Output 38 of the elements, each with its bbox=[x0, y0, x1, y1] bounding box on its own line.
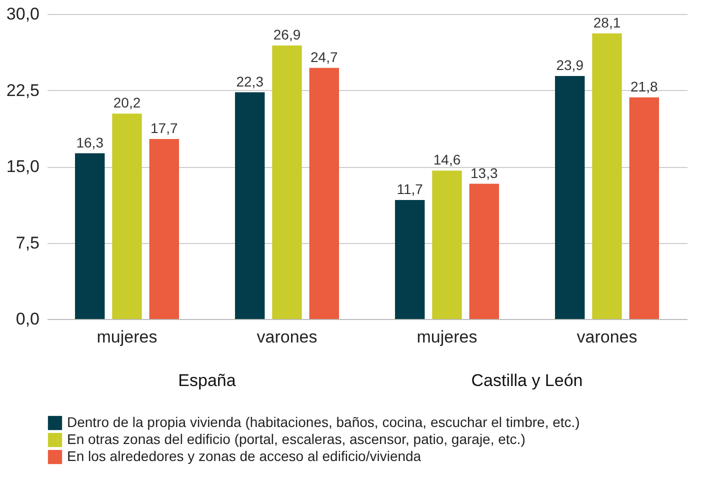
data-label: 13,3 bbox=[470, 164, 498, 181]
y-tick-label: 15,0 bbox=[6, 157, 40, 176]
y-tick-label: 30,0 bbox=[6, 4, 40, 24]
bar bbox=[149, 139, 179, 319]
bar bbox=[432, 170, 462, 319]
bar bbox=[555, 76, 585, 319]
bar bbox=[272, 46, 302, 319]
data-label: 11,7 bbox=[396, 181, 424, 198]
data-label: 17,7 bbox=[150, 120, 178, 136]
bar bbox=[112, 114, 142, 319]
x-tick-label: mujeres bbox=[96, 328, 158, 346]
bar bbox=[75, 153, 105, 319]
legend-label: En los alrededores y zonas de acceso al edificio/vivienda bbox=[67, 448, 422, 464]
data-label: 16,3 bbox=[76, 134, 104, 150]
data-label: 24,7 bbox=[310, 48, 338, 65]
data-label: 28,1 bbox=[593, 14, 621, 30]
data-label: 14,6 bbox=[433, 152, 461, 168]
data-label: 21,8 bbox=[630, 78, 658, 94]
data-label: 22,3 bbox=[236, 73, 264, 90]
bar bbox=[395, 200, 425, 319]
bar bbox=[592, 33, 622, 319]
data-label: 20,2 bbox=[113, 94, 141, 111]
bar bbox=[235, 92, 265, 319]
bar bbox=[469, 184, 499, 319]
text: Castilla y León bbox=[471, 371, 583, 390]
bar bbox=[629, 97, 659, 319]
text: España bbox=[178, 371, 236, 390]
legend-label: En otras zonas del edificio (portal, escaleras, ascensor, patio, garaje, etc.) bbox=[67, 431, 526, 447]
y-tick-label: 0,0 bbox=[16, 310, 40, 328]
bar bbox=[309, 68, 339, 319]
y-tick-label: 22,5 bbox=[6, 80, 40, 100]
x-tick-label: varones bbox=[576, 328, 638, 346]
x-tick-label: varones bbox=[256, 328, 318, 346]
y-tick-label: 7,5 bbox=[16, 233, 40, 252]
x-tick-label: mujeres bbox=[416, 328, 478, 346]
legend-label: Dentro de la propia vivienda (habitaciones, baños, cocina, escuchar el timbre, etc.) bbox=[67, 414, 580, 430]
data-label: 23,9 bbox=[556, 57, 584, 74]
data-label: 26,9 bbox=[273, 26, 301, 43]
